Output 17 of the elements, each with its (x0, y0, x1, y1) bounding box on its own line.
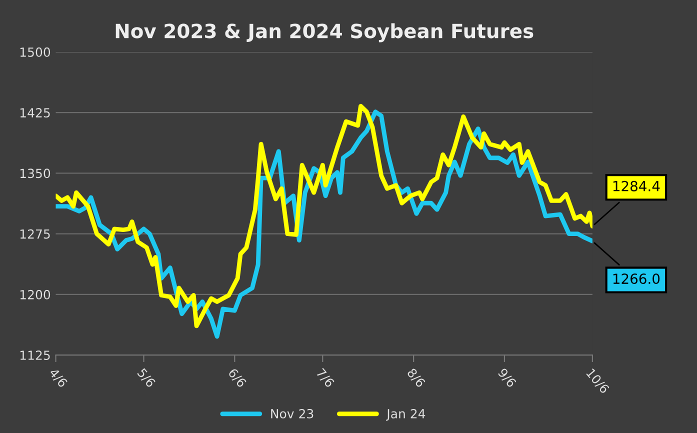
x-tick-label: 6/6 (227, 368, 247, 389)
legend-label: Jan 24 (386, 408, 426, 421)
x-tick-label: 5/6 (136, 368, 156, 389)
y-tick-label: 1425 (20, 108, 50, 118)
x-tick-label: 7/6 (315, 368, 335, 389)
y-tick-label: 1500 (20, 47, 50, 57)
y-tick-label: 1200 (20, 290, 50, 300)
legend-label: Nov 23 (271, 408, 314, 418)
y-tick-label: 1275 (20, 229, 50, 239)
x-tick-label: 8/6 (406, 368, 426, 389)
annotation: 1284.4 (613, 180, 660, 192)
x-tick-label: 4/6 (48, 367, 68, 389)
chart-title: Nov 2023 & Jan 2024 Soybean Futures (116, 23, 534, 42)
y-tick-label: 1125 (20, 350, 50, 360)
x-tick-label: 9/6 (496, 368, 517, 389)
annotation: 1266.0 (613, 274, 660, 284)
y-tick-label: 1350 (20, 168, 50, 178)
